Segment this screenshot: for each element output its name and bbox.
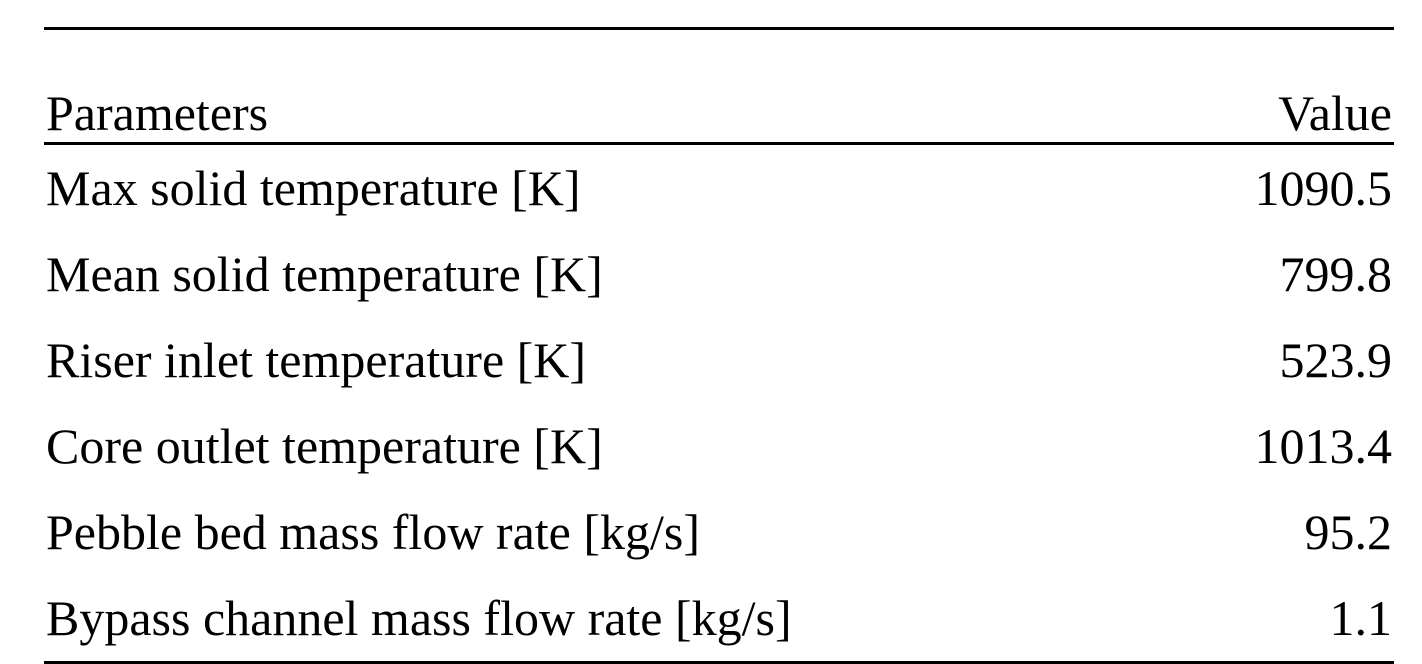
table-row: Riser inlet temperature [K] 523.9 bbox=[44, 317, 1394, 403]
parameters-table-container: Parameters Value Max solid temperature [… bbox=[44, 27, 1394, 664]
table-header: Parameters Value bbox=[44, 28, 1394, 144]
table-row: Pebble bed mass flow rate [kg/s] 95.2 bbox=[44, 489, 1394, 575]
row-parameter: Riser inlet temperature [K] bbox=[46, 332, 587, 388]
table-row: Max solid temperature [K] 1090.5 bbox=[44, 144, 1394, 232]
row-value: 1013.4 bbox=[1254, 418, 1393, 474]
row-parameter: Pebble bed mass flow rate [kg/s] bbox=[46, 504, 701, 560]
table-body: Max solid temperature [K] 1090.5 Mean so… bbox=[44, 144, 1394, 663]
header-parameters: Parameters bbox=[46, 85, 269, 141]
table-row: Bypass channel mass flow rate [kg/s] 1.1 bbox=[44, 575, 1394, 663]
header-value: Value bbox=[1278, 85, 1392, 141]
table-row: Core outlet temperature [K] 1013.4 bbox=[44, 403, 1394, 489]
row-parameter: Mean solid temperature [K] bbox=[46, 246, 603, 302]
row-parameter: Bypass channel mass flow rate [kg/s] bbox=[46, 590, 792, 646]
row-value: 799.8 bbox=[1279, 246, 1393, 302]
row-value: 523.9 bbox=[1279, 332, 1393, 388]
row-value: 1.1 bbox=[1329, 590, 1393, 646]
row-parameter: Core outlet temperature [K] bbox=[46, 418, 603, 474]
parameters-table: Parameters Value Max solid temperature [… bbox=[44, 27, 1394, 664]
table-row: Mean solid temperature [K] 799.8 bbox=[44, 231, 1394, 317]
row-value: 95.2 bbox=[1304, 504, 1393, 560]
row-parameter: Max solid temperature [K] bbox=[46, 160, 581, 216]
row-value: 1090.5 bbox=[1254, 160, 1393, 216]
header-row: Parameters Value bbox=[44, 28, 1394, 144]
